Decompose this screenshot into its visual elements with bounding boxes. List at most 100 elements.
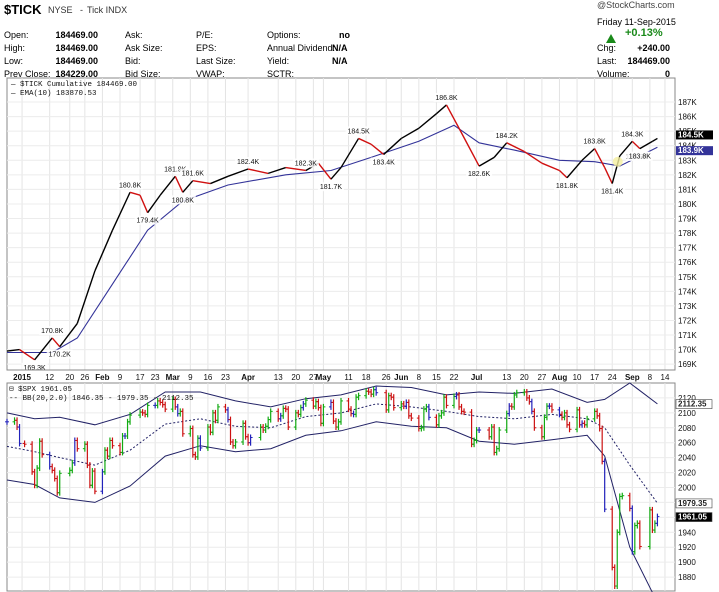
price-segment bbox=[445, 104, 460, 129]
price-segment bbox=[358, 137, 372, 145]
x-tick-label: 11 bbox=[344, 373, 353, 382]
price-segment bbox=[435, 104, 447, 115]
x-tick-label: 27 bbox=[309, 373, 318, 382]
x-tick-label: Feb bbox=[95, 373, 109, 382]
top-y-tick-label: 172K bbox=[678, 316, 697, 325]
price-annotation: 170.8K bbox=[41, 328, 64, 335]
change-label: Chg: bbox=[597, 43, 617, 53]
change-value: +240.00 bbox=[637, 43, 670, 53]
x-tick-label: 23 bbox=[151, 373, 160, 382]
bb-lower-band bbox=[6, 421, 653, 592]
price-segment bbox=[370, 143, 385, 155]
price-annotation: 180.8K bbox=[172, 197, 195, 204]
price-segment bbox=[159, 175, 176, 196]
ohlc-bar bbox=[233, 438, 238, 449]
high-value: 184469.00 bbox=[55, 43, 98, 53]
bottom-legend-bb: -- BB(20,2.0) 1846.35 - 1979.35 - 2112.3… bbox=[9, 395, 194, 403]
annotation-bg bbox=[117, 180, 144, 190]
top-y-tick-label: 169K bbox=[678, 360, 697, 369]
ohlc-bar bbox=[549, 403, 554, 413]
x-tick-label: 8 bbox=[417, 373, 422, 382]
price-segment bbox=[182, 180, 194, 193]
x-tick-label: Jul bbox=[471, 373, 483, 382]
price-segment bbox=[400, 127, 420, 140]
ohlc-bar bbox=[497, 427, 502, 452]
x-tick-label: 9 bbox=[188, 373, 193, 382]
x-tick-label: 17 bbox=[590, 373, 599, 382]
annotation-bg bbox=[317, 182, 344, 192]
ohlc-bar bbox=[248, 434, 253, 446]
price-segment bbox=[6, 348, 20, 352]
ohlc-bar bbox=[5, 418, 9, 425]
price-segment bbox=[541, 162, 560, 172]
ohlc-bar bbox=[637, 520, 642, 550]
bottom-price-tag bbox=[675, 399, 713, 409]
x-tick-label: 13 bbox=[502, 373, 511, 382]
bottom-y-tick-label: 1880 bbox=[678, 573, 696, 582]
options-label: Options: bbox=[267, 30, 301, 40]
low-value: 184469.00 bbox=[55, 56, 98, 66]
ohlc-bar bbox=[92, 468, 97, 495]
annotation-bg bbox=[169, 195, 196, 205]
x-tick-label: 17 bbox=[136, 373, 145, 382]
top-y-tick-label: 175K bbox=[678, 273, 697, 282]
volume-value: 0 bbox=[664, 69, 670, 79]
bottom-y-tick-label: 2020 bbox=[678, 469, 696, 478]
volume-label: Volume: bbox=[597, 69, 630, 79]
x-tick-label: 20 bbox=[291, 373, 300, 382]
price-segment bbox=[478, 156, 495, 167]
low-label: Low: bbox=[4, 56, 24, 66]
bottom-y-tick-label: 2060 bbox=[678, 439, 696, 448]
price-segment bbox=[19, 349, 36, 361]
bottom-y-tick-label: 2040 bbox=[678, 454, 696, 463]
annotation-bg bbox=[433, 92, 460, 102]
exchange: NYSE bbox=[48, 5, 73, 15]
ohlc-bar bbox=[391, 394, 396, 411]
annotation-bg bbox=[134, 215, 161, 225]
x-tick-label: 15 bbox=[432, 373, 441, 382]
price-segment bbox=[317, 162, 332, 180]
price-segment bbox=[458, 127, 480, 167]
annotation-bg bbox=[21, 362, 48, 372]
price-segment bbox=[506, 142, 525, 153]
x-tick-label: Apr bbox=[241, 373, 255, 382]
annotation-bg bbox=[554, 180, 581, 190]
price-segment bbox=[267, 166, 286, 175]
top-price-tag-label: 184.5K bbox=[678, 130, 704, 139]
x-tick-label: 14 bbox=[661, 373, 670, 382]
price-segment bbox=[418, 113, 437, 129]
price-annotation: 184.5K bbox=[347, 128, 370, 135]
price-segment bbox=[59, 322, 78, 348]
up-triangle-icon bbox=[606, 34, 616, 43]
annotation-bg bbox=[162, 164, 189, 174]
ohlc-bar bbox=[75, 437, 80, 452]
price-segment bbox=[76, 270, 96, 324]
price-segment bbox=[604, 167, 613, 184]
top-y-tick-label: 182K bbox=[678, 171, 697, 180]
annotation-bg bbox=[179, 168, 206, 178]
top-price-tag bbox=[676, 146, 713, 156]
annotation-bg bbox=[493, 130, 520, 140]
x-tick-label: 24 bbox=[608, 373, 617, 382]
ohlc-bar bbox=[655, 513, 660, 527]
price-segment bbox=[383, 137, 402, 155]
top-y-tick-label: 186K bbox=[678, 113, 697, 122]
price-annotation: 169.3K bbox=[24, 365, 47, 372]
price-annotation: 170.2K bbox=[49, 352, 72, 359]
top-y-tick-label: 183K bbox=[678, 156, 697, 165]
x-tick-label: Sep bbox=[625, 373, 640, 382]
ask-size-label: Ask Size: bbox=[125, 43, 163, 53]
ohlc-bar bbox=[57, 470, 62, 496]
x-tick-label: 10 bbox=[573, 373, 582, 382]
ohlc-bar bbox=[462, 408, 467, 416]
x-tick-label: 18 bbox=[362, 373, 371, 382]
description: Tick INDX bbox=[87, 5, 128, 15]
x-tick-label: 23 bbox=[221, 373, 230, 382]
price-segment bbox=[619, 140, 633, 157]
ohlc-bar bbox=[215, 403, 220, 424]
x-tick-label: Jun bbox=[394, 373, 408, 382]
price-annotation: 183.4K bbox=[373, 159, 396, 166]
dividend-label: Annual Dividend: bbox=[267, 43, 336, 53]
symbol: $TICK bbox=[4, 2, 42, 17]
